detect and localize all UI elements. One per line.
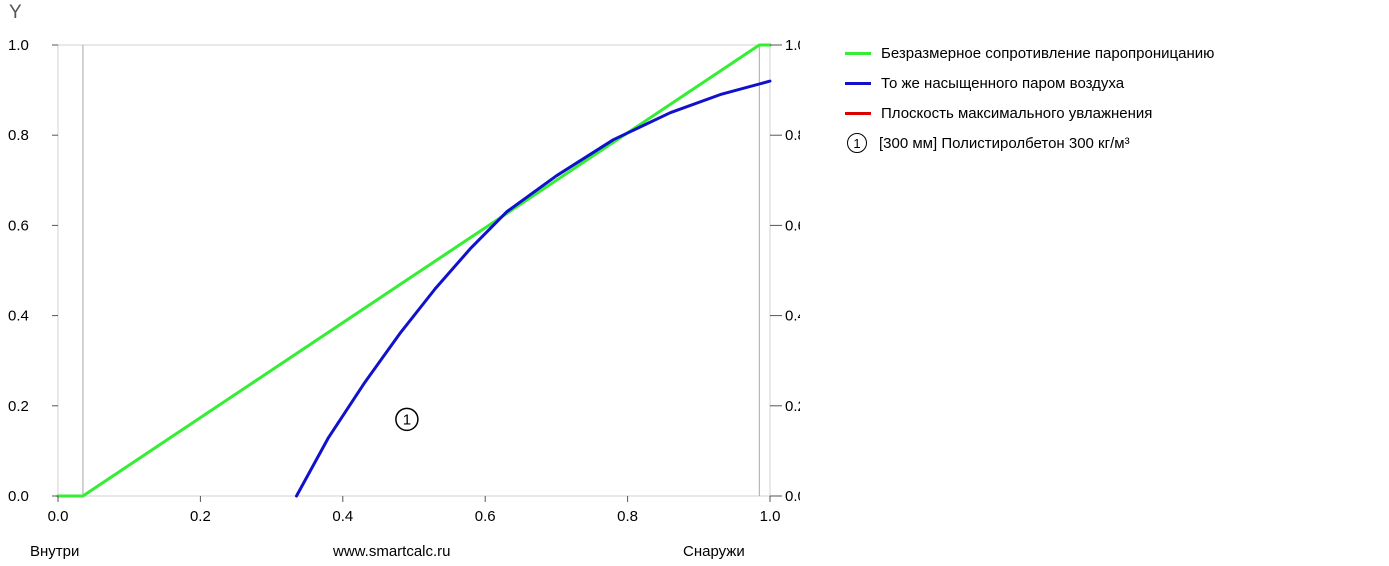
layer-markers: 1	[395, 407, 419, 432]
x-tick-label: 0.8	[617, 508, 638, 525]
chart: 0.0 0.2 0.4 0.6 0.8 1.0 0.0 0.2 0.4 0.6 0.8 1.0 0.…	[8, 2, 800, 560]
footer-site-label: www.smartcalc.ru	[332, 543, 451, 560]
right-tick-label: 0.6	[785, 217, 800, 234]
x-axis: 0.0 0.2 0.4 0.6 0.8 1.0	[48, 496, 781, 525]
x-tick-label: 0.0	[48, 508, 69, 525]
layer-marker-circle	[395, 407, 419, 432]
legend-label: Безразмерное сопротивление паропроницани…	[881, 44, 1215, 62]
legend-label: [300 мм] Полистиролбетон 300 кг/м³	[879, 134, 1130, 152]
legend-item-max-moisture-plane: Плоскость максимального увлажнения	[845, 102, 1214, 124]
y-tick-label: 0.8	[8, 127, 29, 144]
right-tick-label: 0.0	[785, 488, 800, 505]
series-line-0	[56, 43, 772, 498]
right-axis: 0.0 0.2 0.4 0.6 0.8 1.0	[770, 37, 800, 505]
legend-item-saturated-air: То же насыщенного паром воздуха	[845, 72, 1214, 94]
legend-swatch-blue	[845, 81, 871, 85]
footer-inside-label: Внутри	[30, 543, 79, 560]
legend-swatch-green	[845, 51, 871, 55]
y-tick-label: 0.4	[8, 308, 29, 325]
legend-item-layer-1: 1 [300 мм] Полистиролбетон 300 кг/м³	[845, 132, 1214, 154]
layer-marker-label: 1	[403, 411, 411, 428]
y-axis-title: Y	[9, 2, 22, 23]
series-line-1	[295, 79, 772, 498]
right-tick-label: 0.4	[785, 308, 800, 325]
series-layer	[56, 43, 772, 498]
plot-frame	[57, 44, 771, 497]
y-tick-label: 0.0	[8, 488, 29, 505]
layer-marker-icon: 1	[847, 133, 867, 153]
x-tick-label: 0.6	[475, 508, 496, 525]
x-tick-label: 0.2	[190, 508, 211, 525]
y-tick-label: 0.6	[8, 217, 29, 234]
right-tick-label: 0.2	[785, 398, 800, 415]
y-tick-label: 0.2	[8, 398, 29, 415]
legend-label: Плоскость максимального увлажнения	[881, 104, 1153, 122]
right-tick-label: 0.8	[785, 127, 800, 144]
left-axis: 0.0 0.2 0.4 0.6 0.8 1.0	[8, 37, 58, 505]
legend: Безразмерное сопротивление паропроницани…	[845, 42, 1214, 162]
legend-label: То же насыщенного паром воздуха	[881, 74, 1125, 92]
footer-outside-label: Снаружи	[683, 543, 745, 560]
x-tick-label: 1.0	[760, 508, 781, 525]
right-tick-label: 1.0	[785, 37, 800, 54]
x-tick-label: 0.4	[332, 508, 353, 525]
layer-boundaries	[82, 45, 760, 496]
plot-border	[57, 44, 771, 497]
legend-item-vapor-resistance: Безразмерное сопротивление паропроницани…	[845, 42, 1214, 64]
legend-swatch-red	[845, 111, 871, 115]
y-tick-label: 1.0	[8, 37, 29, 54]
